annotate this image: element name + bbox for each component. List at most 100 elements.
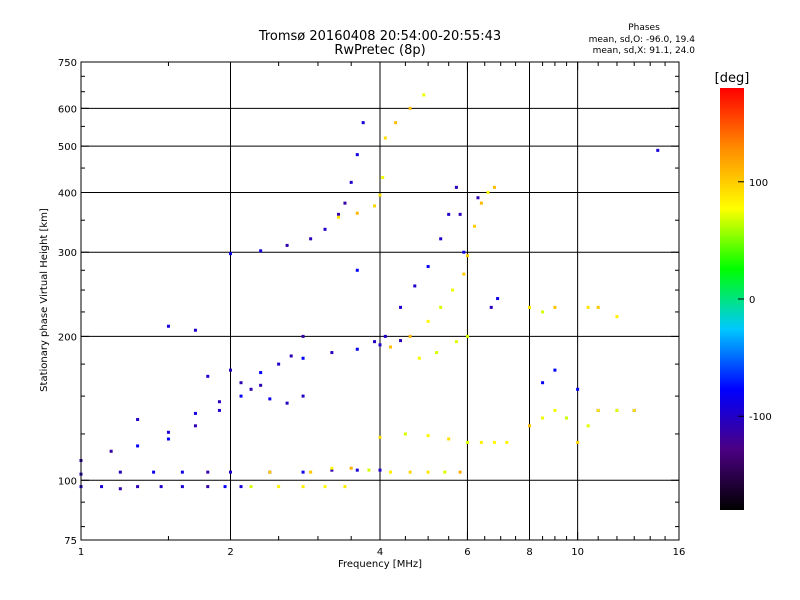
data-point	[367, 468, 371, 472]
data-point	[465, 254, 469, 258]
data-point	[389, 470, 393, 474]
data-point	[193, 328, 197, 332]
data-point	[408, 470, 412, 474]
data-point	[426, 434, 430, 438]
data-point	[656, 148, 660, 152]
data-point	[565, 416, 569, 420]
data-point	[159, 485, 163, 489]
data-point	[479, 440, 483, 444]
data-point	[166, 437, 170, 441]
data-point	[330, 468, 334, 472]
data-point	[394, 121, 398, 125]
data-point	[417, 356, 421, 360]
data-point	[489, 305, 493, 309]
data-point	[118, 470, 122, 474]
data-point	[259, 383, 263, 387]
data-point	[193, 411, 197, 415]
data-point	[239, 381, 243, 385]
plot-grid	[81, 62, 679, 540]
data-point	[439, 237, 443, 241]
colorbar-tick-label: -100	[749, 412, 772, 423]
data-point	[378, 343, 382, 347]
data-point	[576, 387, 580, 391]
data-point	[118, 487, 122, 491]
data-point	[462, 250, 466, 254]
data-point	[349, 180, 353, 184]
data-point	[553, 408, 557, 412]
y-tick-label: 200	[58, 332, 77, 343]
data-point	[422, 93, 426, 97]
data-point	[458, 470, 462, 474]
data-point	[383, 136, 387, 140]
x-tick-label: 6	[464, 547, 470, 558]
data-point	[136, 418, 140, 422]
data-point	[378, 435, 382, 439]
data-point	[596, 305, 600, 309]
data-point	[403, 432, 407, 436]
data-point	[426, 319, 430, 323]
data-point	[268, 470, 272, 474]
data-point	[373, 340, 377, 344]
colorbar-ticks: 100 0 -100	[738, 178, 772, 423]
data-point	[586, 424, 590, 428]
y-axis-ticks: 75 100 200 300 400 500 600 750	[58, 58, 679, 547]
data-point	[586, 305, 590, 309]
data-point	[239, 485, 243, 489]
data-point	[383, 334, 387, 338]
data-point	[361, 121, 365, 125]
legend-line-o: mean, sd,O: -96.0, 19.4	[589, 35, 696, 45]
data-point	[323, 227, 327, 231]
data-point	[229, 368, 232, 372]
data-point	[473, 224, 477, 228]
data-point	[439, 305, 443, 309]
data-point	[330, 351, 334, 355]
x-tick-label: 10	[571, 547, 584, 558]
scatter-points	[79, 93, 660, 491]
data-point	[217, 400, 221, 404]
data-point	[285, 401, 289, 405]
data-point	[465, 440, 469, 444]
data-point	[451, 288, 455, 292]
legend-line-x: mean, sd,X: 91.1, 24.0	[593, 46, 696, 56]
data-point	[541, 310, 545, 314]
data-point	[277, 362, 281, 366]
data-point	[223, 485, 227, 489]
x-tick-label: 16	[673, 547, 686, 558]
data-point	[309, 237, 313, 241]
data-point	[277, 485, 281, 489]
data-point	[399, 305, 403, 309]
y-tick-label: 500	[58, 142, 77, 153]
y-tick-label: 600	[58, 104, 77, 115]
data-point	[289, 354, 293, 358]
data-point	[301, 485, 305, 489]
data-point	[381, 175, 385, 179]
data-point	[492, 440, 496, 444]
data-point	[426, 265, 430, 269]
data-point	[541, 381, 545, 385]
colorbar-label: [deg]	[715, 71, 750, 86]
data-point	[528, 424, 531, 428]
data-point	[373, 204, 377, 208]
data-point	[576, 440, 580, 444]
data-point	[389, 345, 393, 349]
data-point	[330, 466, 334, 470]
x-tick-label: 4	[377, 547, 383, 558]
chart-title: Tromsø 20160408 20:54:00-20:55:43	[258, 29, 501, 44]
legend-title: Phases	[628, 23, 660, 33]
data-point	[505, 440, 509, 444]
data-point	[435, 351, 439, 355]
data-point	[454, 185, 458, 189]
data-point	[285, 243, 289, 247]
data-point	[426, 470, 430, 474]
data-point	[553, 305, 557, 309]
x-tick-label: 8	[526, 547, 532, 558]
data-point	[486, 190, 490, 194]
data-point	[249, 387, 253, 391]
colorbar-tick-label: 0	[749, 295, 755, 306]
data-point	[496, 297, 500, 301]
data-point	[100, 485, 104, 489]
y-tick-label: 750	[58, 58, 77, 69]
data-point	[259, 371, 263, 375]
data-point	[355, 153, 359, 157]
data-point	[323, 485, 327, 489]
